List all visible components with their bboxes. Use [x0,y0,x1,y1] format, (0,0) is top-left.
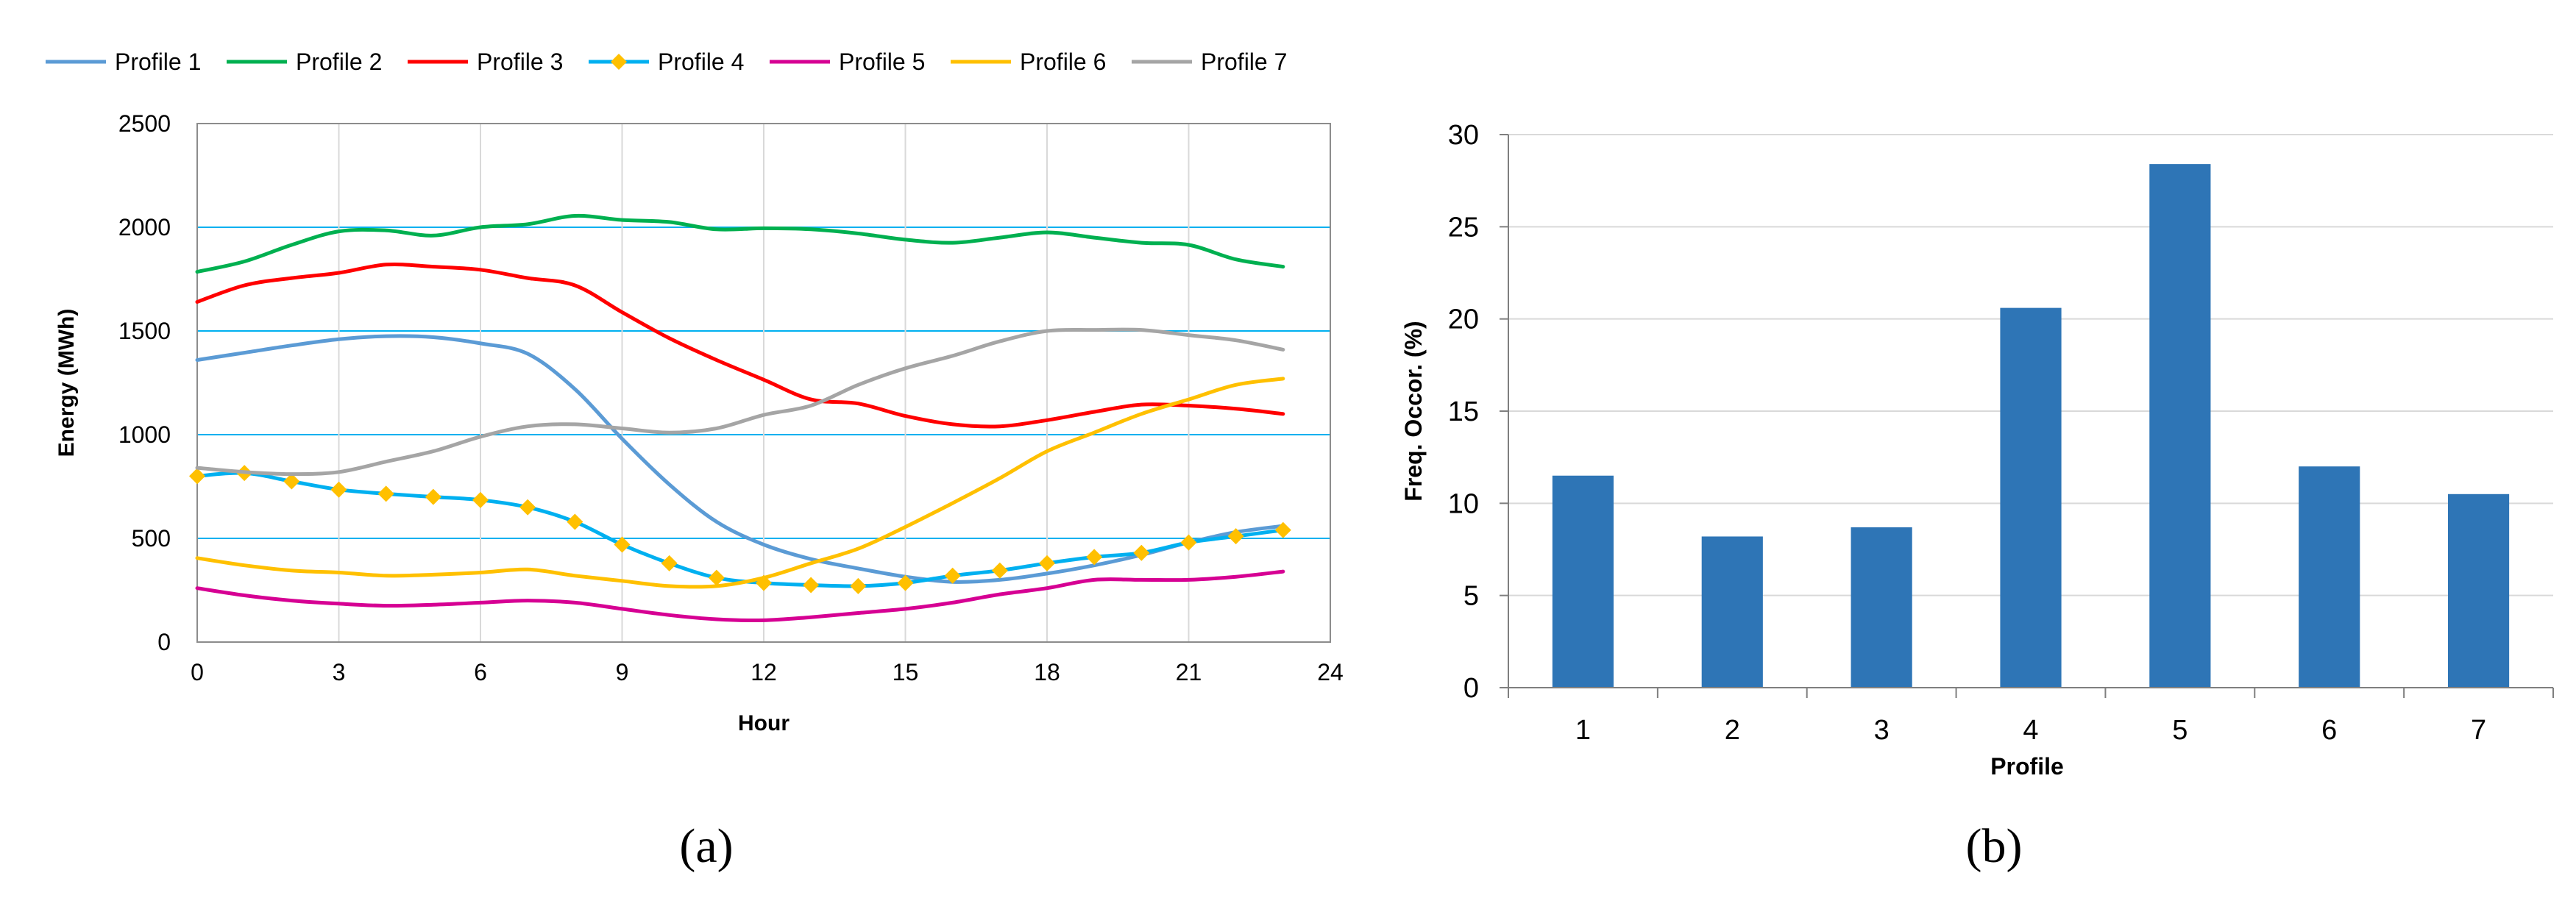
bar-chart-x-tick-label: 5 [2172,715,2188,746]
line-chart-y-tick-label: 500 [132,525,171,552]
line-chart-y-tick-label: 0 [157,629,171,655]
bar-chart-x-tick-label: 2 [1725,715,1740,746]
bar-7 [2447,493,2510,688]
bar-chart-y-tick-label: 20 [1448,304,1479,335]
line-chart-panel: Profile 1 Profile 2 Profile 3 Profile 4 Prof… [46,49,1344,873]
bar-chart-x-tick-label: 4 [2023,715,2038,746]
line-chart-x-tick-label: 15 [893,659,919,685]
line-chart-legend: Profile 1 Profile 2 Profile 3 Profile 4 Prof… [46,49,1287,75]
line-chart-y-tick-labels: 0 500 1000 1500 2000 2500 [118,110,171,655]
line-chart-y-tick-label: 2500 [118,110,171,137]
bar-1 [1552,475,1614,688]
bar-5 [2149,164,2211,688]
series-point-marker [708,569,725,586]
bar-chart-x-tick-label: 3 [1874,715,1890,746]
series-line [195,262,1285,429]
series-point-marker [850,577,867,594]
bar-3 [1851,527,1912,688]
bar-chart-y-tick-label: 25 [1448,212,1479,243]
series-point-marker [803,577,820,594]
series-line [195,327,1285,477]
series-line [195,213,1285,274]
series-point-marker [425,488,441,505]
line-chart-y-tick-label: 2000 [118,214,171,240]
series-point-marker [189,468,205,485]
line-chart-y-tick-label: 1500 [118,318,171,344]
series-point-marker [330,481,347,498]
bar-chart-y-tick-label: 30 [1448,120,1479,151]
bar-chart-x-tick-labels: 1 2 3 4 5 6 7 [1575,715,2486,746]
panel-label-b: (b) [1966,819,2023,873]
line-chart-x-tick-label: 21 [1176,659,1202,685]
line-chart-y-axis-label: Energy (MWh) [54,309,79,457]
series-point-marker [1180,534,1197,551]
legend-label: Profile 5 [839,49,925,75]
line-chart-x-tick-label: 18 [1034,659,1060,685]
series-point-marker [472,491,489,508]
legend-label: Profile 2 [296,49,382,75]
bar-chart-panel: 1 2 3 4 5 6 7 0 5 10 15 20 25 30 Profile Freq. Occor… [1400,120,2554,873]
line-chart-series [189,213,1291,623]
line-chart-x-tick-label: 3 [333,659,346,685]
bar-chart-x-tick-label: 6 [2321,715,2337,746]
series-line [195,569,1285,623]
series-point-marker [1133,544,1150,561]
line-chart-y-tick-label: 1000 [118,421,171,448]
legend-label: Profile 7 [1201,49,1287,75]
bar-chart-x-axis-label: Profile [1990,753,2064,780]
series-line [195,377,1285,589]
bar-chart-y-tick-label: 5 [1463,581,1479,612]
line-chart-x-tick-label: 6 [474,659,487,685]
line-chart-x-tick-label: 9 [616,659,629,685]
legend-label: Profile 6 [1020,49,1106,75]
series-point-marker [661,555,678,571]
series-line [195,471,1285,588]
bar-chart-y-tick-label: 15 [1448,396,1479,427]
line-chart-x-tick-labels: 0 3 6 9 12 15 18 21 24 [191,659,1344,685]
bar-4 [2000,307,2062,688]
bar-chart-y-tick-label: 0 [1463,673,1479,704]
series-point-marker [944,567,961,584]
bar-chart-axes [1500,134,2554,698]
bar-chart-y-tick-label: 10 [1448,488,1479,519]
series-point-marker [377,485,394,502]
line-chart-x-tick-label: 24 [1317,659,1344,685]
series-point-marker [897,574,914,591]
series-point-marker [991,562,1008,579]
line-chart-plot-border [196,123,1331,643]
line-chart-grid [197,124,1330,642]
panel-label-a: (a) [679,819,733,873]
bar-chart-bars [1552,164,2510,688]
bar-chart-x-tick-label: 7 [2471,715,2486,746]
bar-2 [1701,536,1763,688]
series-point-marker [1227,528,1244,545]
line-chart-x-tick-label: 12 [751,659,777,685]
legend-label: Profile 1 [115,49,201,75]
series-line [195,334,1285,584]
series-point-marker [1039,555,1055,571]
series-point-marker [519,499,536,516]
bar-chart-y-tick-labels: 0 5 10 15 20 25 30 [1448,120,1479,704]
legend-label: Profile 4 [658,49,744,75]
bar-chart-x-tick-label: 1 [1575,715,1591,746]
series-point-marker [567,513,583,530]
series-point-marker [614,536,631,553]
series-point-marker [283,473,300,490]
line-chart-x-tick-label: 0 [191,659,204,685]
series-point-marker [1274,521,1291,538]
line-chart-x-axis-label: Hour [738,711,790,735]
series-point-marker [1086,549,1103,566]
legend-label: Profile 3 [477,49,563,75]
legend-marker [611,54,627,70]
bar-chart-y-axis-label: Freq. Occor. (%) [1400,321,1427,501]
bar-6 [2299,466,2360,688]
